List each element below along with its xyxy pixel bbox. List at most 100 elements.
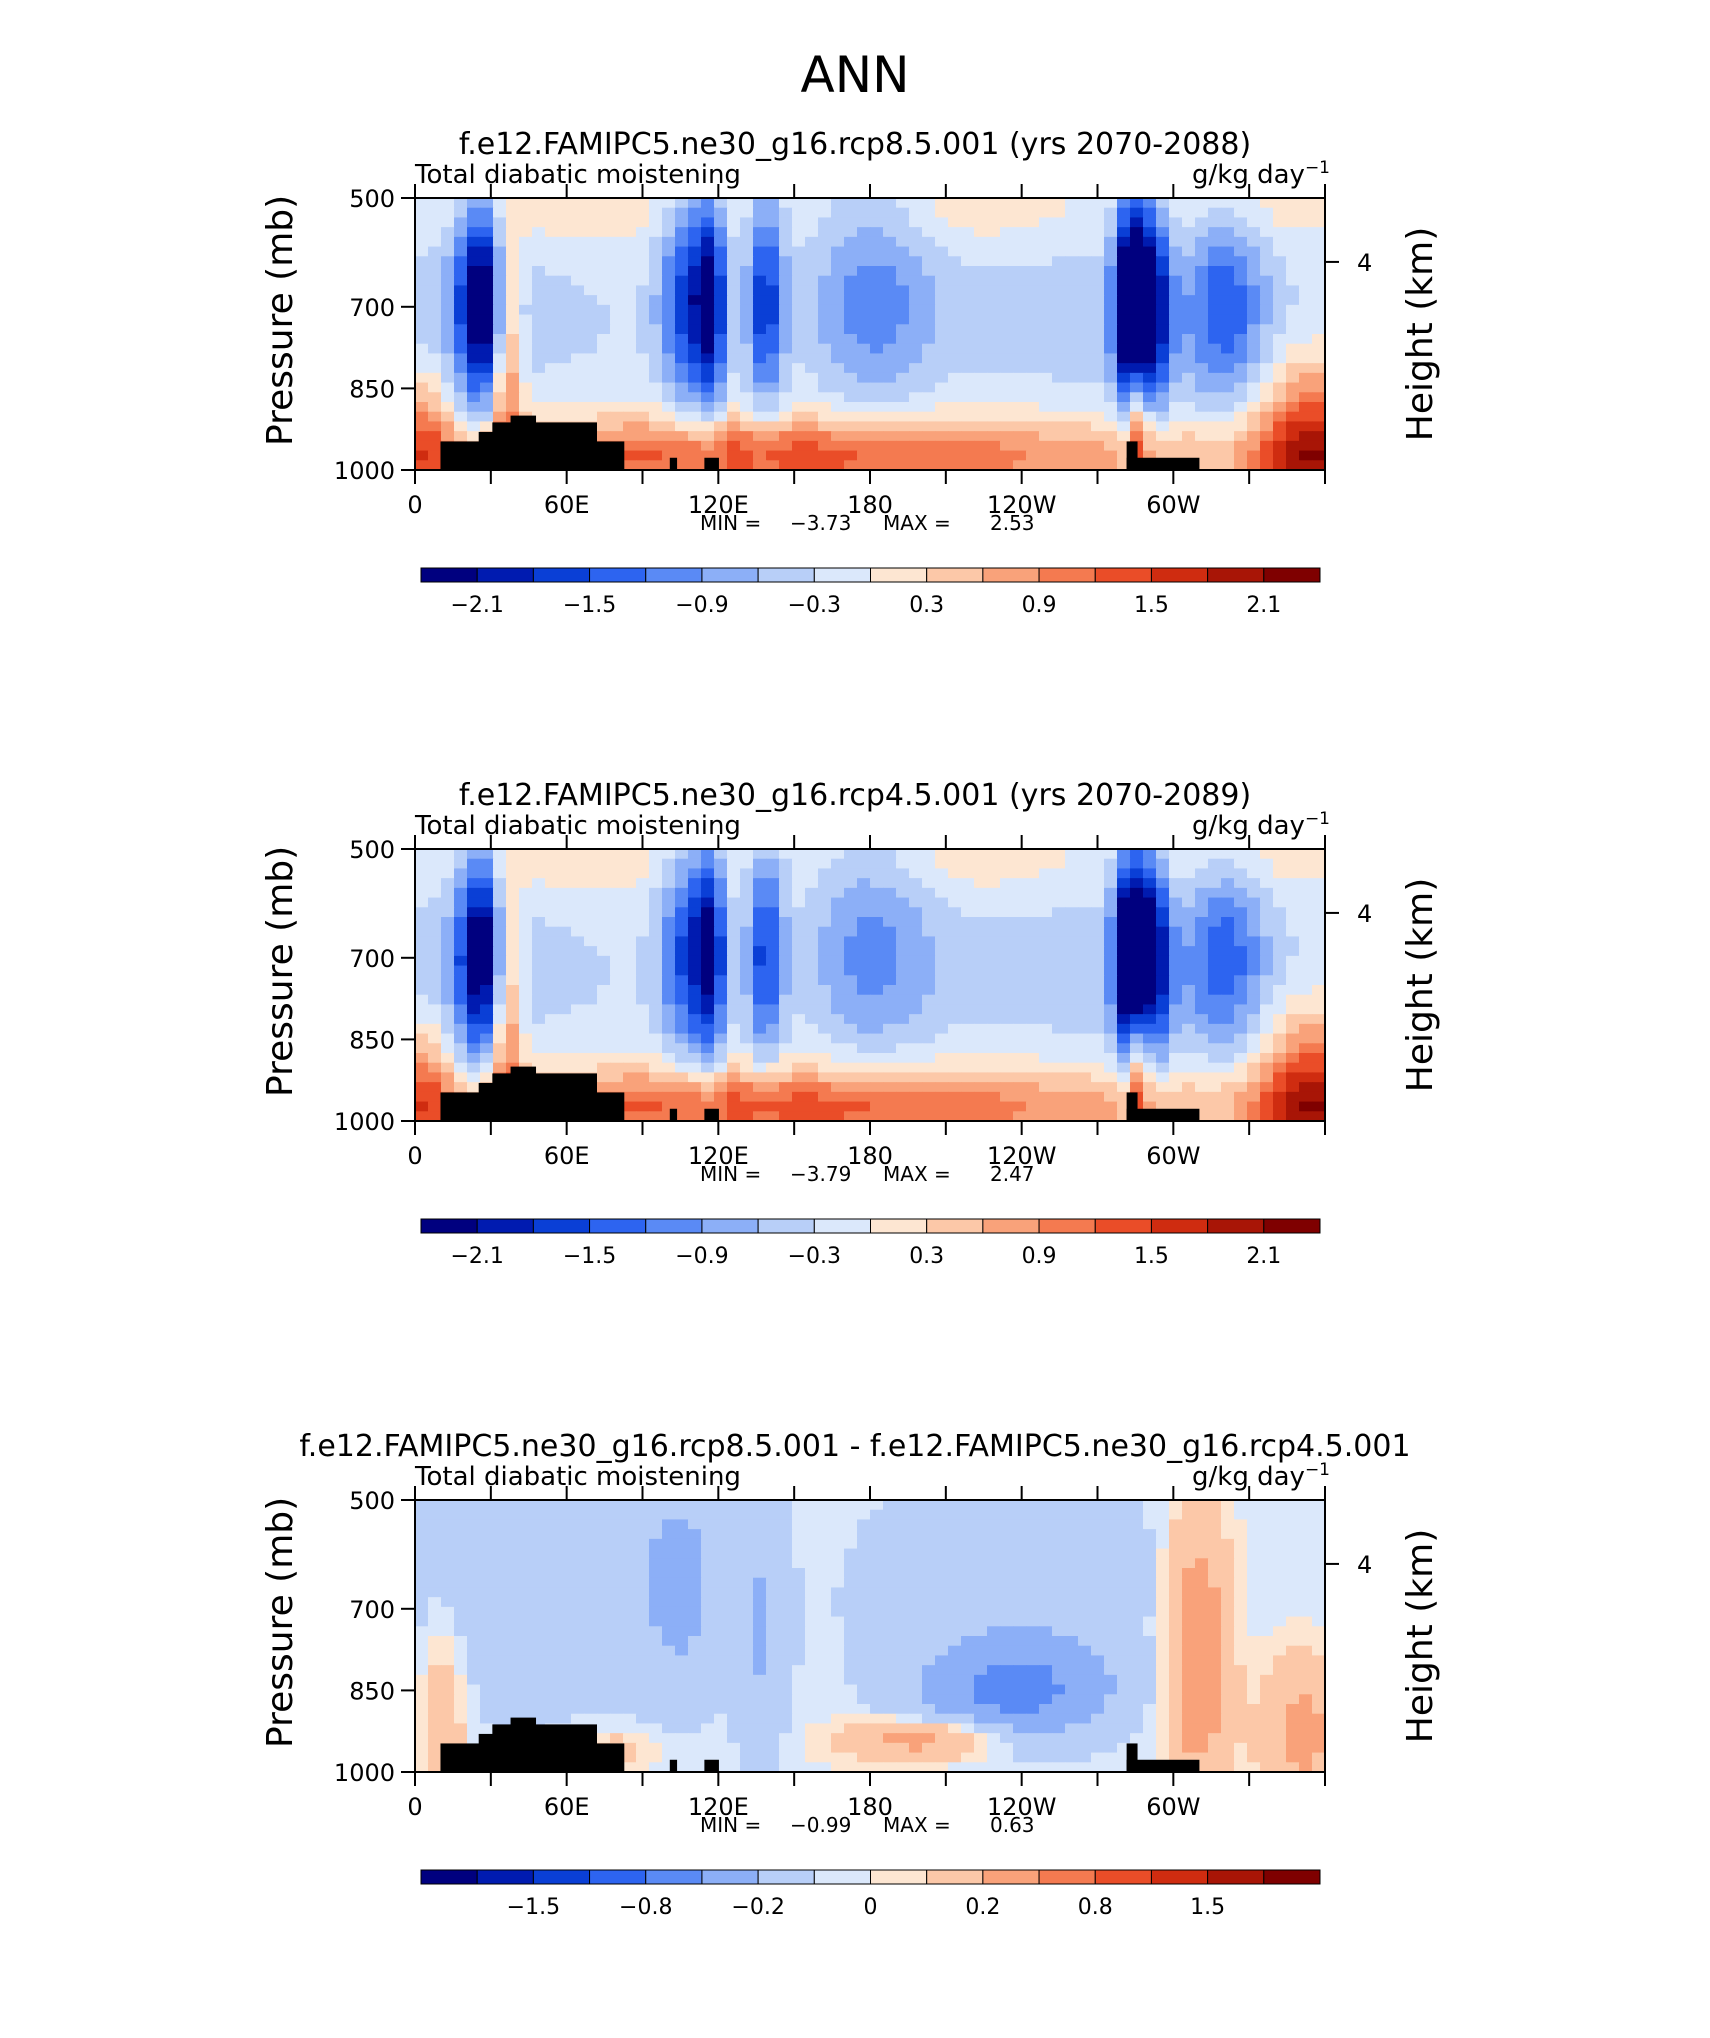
heatmap-cell [935, 1568, 949, 1579]
heatmap-cell [766, 858, 780, 870]
heatmap-cell [1247, 1568, 1261, 1579]
heatmap-cell [545, 236, 559, 248]
heatmap-cell [1052, 304, 1066, 316]
heatmap-cell [610, 1529, 624, 1540]
heatmap-cell [1091, 868, 1105, 879]
heatmap-cell [1117, 946, 1131, 957]
heatmap-cell [805, 324, 819, 335]
heatmap-cell [766, 926, 780, 938]
heatmap-cell [1039, 1548, 1053, 1559]
heatmap-cell [649, 372, 663, 384]
heatmap-cell [584, 1519, 598, 1530]
heatmap-cell [675, 343, 689, 355]
heatmap-cell [1091, 1053, 1105, 1064]
heatmap-cell [688, 295, 702, 306]
heatmap-cell [623, 897, 637, 908]
heatmap-cell [1260, 217, 1274, 228]
heatmap-cell [467, 343, 481, 355]
heatmap-cell [1195, 1091, 1209, 1103]
heatmap-cell [1195, 1587, 1209, 1598]
heatmap-cell [1143, 965, 1157, 976]
x-tick-label: 120E [688, 491, 749, 519]
heatmap-cell [1169, 965, 1183, 976]
heatmap-cell [896, 207, 910, 219]
heatmap-cell [753, 1033, 767, 1044]
heatmap-cell [480, 1500, 494, 1511]
heatmap-cell [610, 1558, 624, 1569]
heatmap-cell [1013, 1577, 1027, 1589]
heatmap-cell [1260, 295, 1274, 306]
heatmap-cell [649, 256, 663, 267]
heatmap-cell [896, 1538, 910, 1550]
heatmap-cell [1117, 343, 1131, 355]
heatmap-cell [1091, 955, 1105, 967]
heatmap-cell [961, 334, 975, 345]
heatmap-cell [1065, 1558, 1079, 1569]
heatmap-cell [519, 1004, 533, 1015]
heatmap-cell [1065, 295, 1079, 306]
heatmap-cell [1286, 1072, 1300, 1083]
heatmap-cell [922, 392, 936, 403]
heatmap-cell [961, 858, 975, 870]
heatmap-cell [948, 1004, 962, 1015]
heatmap-cell [584, 353, 598, 364]
heatmap-cell [701, 955, 715, 967]
heatmap-cell [1208, 1023, 1222, 1035]
heatmap-cell [1221, 1101, 1235, 1112]
heatmap-cell [1286, 946, 1300, 957]
heatmap-cell [870, 266, 884, 277]
heatmap-cell [961, 1558, 975, 1569]
heatmap-cell [974, 1043, 988, 1054]
heatmap-cell [1143, 849, 1157, 860]
heatmap-cell [467, 324, 481, 335]
heatmap-cell [584, 1577, 598, 1589]
heatmap-cell [922, 946, 936, 957]
heatmap-cell [779, 878, 793, 889]
heatmap-cell [818, 285, 832, 296]
heatmap-cell [558, 411, 572, 423]
heatmap-cell [805, 236, 819, 248]
heatmap-cell [571, 353, 585, 364]
heatmap-cell [1156, 1577, 1170, 1589]
heatmap-cell [1039, 1033, 1053, 1044]
heatmap-cell [532, 1529, 546, 1540]
heatmap-cell [896, 324, 910, 335]
heatmap-cell [1169, 217, 1183, 228]
heatmap-cell [883, 1509, 897, 1521]
heatmap-cell [1065, 1577, 1079, 1589]
heatmap-cell [1091, 1538, 1105, 1550]
heatmap-cell [1039, 295, 1053, 306]
heatmap-cell [1104, 917, 1118, 928]
heatmap-cell [1286, 1577, 1300, 1589]
heatmap-cell [1156, 343, 1170, 355]
heatmap-cell [1169, 926, 1183, 938]
heatmap-cell [1052, 1043, 1066, 1054]
heatmap-cell [727, 421, 741, 432]
heatmap-cell [662, 887, 676, 899]
heatmap-cell [766, 285, 780, 296]
heatmap-cell [1039, 1053, 1053, 1064]
heatmap-cell [1221, 440, 1235, 452]
heatmap-cell [922, 1082, 936, 1093]
heatmap-cell [1169, 849, 1183, 860]
heatmap-cell [779, 450, 793, 461]
heatmap-cell [636, 917, 650, 928]
heatmap-cell [649, 1529, 663, 1540]
heatmap-cell [1260, 1597, 1274, 1608]
heatmap-cell [961, 266, 975, 277]
heatmap-cell [714, 334, 728, 345]
heatmap-cell [649, 363, 663, 374]
heatmap-cell [571, 907, 585, 918]
heatmap-cell [1091, 887, 1105, 899]
heatmap-cell [1104, 1568, 1118, 1579]
heatmap-cell [454, 363, 468, 374]
heatmap-cell [922, 849, 936, 860]
heatmap-cell [688, 236, 702, 248]
heatmap-cell [623, 1053, 637, 1064]
heatmap-cell [558, 314, 572, 325]
heatmap-cell [987, 1616, 1001, 1627]
heatmap-cell [1182, 275, 1196, 287]
heatmap-cell [441, 1082, 455, 1093]
heatmap-cell [1026, 1101, 1040, 1112]
heatmap-cell [1221, 1597, 1235, 1608]
